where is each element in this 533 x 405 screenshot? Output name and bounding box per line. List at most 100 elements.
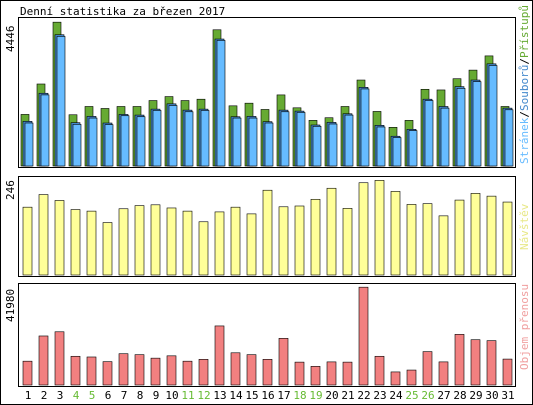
visits-bar — [278, 206, 289, 276]
traffic-bar — [342, 361, 353, 386]
pages-bar — [408, 130, 418, 167]
traffic-bar — [310, 366, 321, 386]
chart-title: Denní statistika za březen 2017 — [20, 5, 225, 18]
traffic-bar — [486, 340, 497, 386]
day-label: 24 — [389, 389, 403, 402]
traffic-ymax-label: 41980 — [4, 289, 17, 322]
traffic-bar — [54, 331, 65, 386]
day-label: 28 — [453, 389, 466, 402]
traffic-bar — [166, 355, 177, 386]
day-label: 31 — [501, 389, 514, 402]
legend-sep-1: / — [518, 111, 531, 118]
pages-bar — [456, 88, 466, 167]
visits-bar — [422, 203, 433, 276]
visits-bar — [198, 221, 209, 276]
traffic-bar — [374, 355, 385, 386]
visits-bar — [310, 198, 321, 276]
pages-bar — [328, 123, 338, 167]
traffic-bar — [390, 371, 401, 386]
day-label: 30 — [485, 389, 498, 402]
day-label: 22 — [357, 389, 370, 402]
pages-bar — [280, 111, 290, 167]
day-label: 29 — [469, 389, 482, 402]
day-label: 18 — [293, 389, 306, 402]
traffic-bar — [230, 352, 241, 386]
visits-bar — [70, 209, 81, 276]
day-label: 23 — [373, 389, 386, 402]
pages-bar — [392, 137, 402, 167]
visits-panel-frame — [18, 176, 516, 277]
day-label: 20 — [325, 389, 338, 402]
visits-bar — [326, 187, 337, 276]
day-label: 26 — [421, 389, 434, 402]
traffic-bar — [502, 358, 513, 386]
visits-bar — [390, 191, 401, 276]
visits-bar — [118, 208, 129, 276]
pages-bar — [120, 115, 130, 167]
traffic-bar — [326, 361, 337, 386]
traffic-bar — [262, 359, 273, 386]
visits-bar — [166, 207, 177, 276]
visits-bar — [38, 194, 49, 276]
pages-bar — [88, 117, 98, 167]
pages-bar — [184, 111, 194, 167]
day-label: 5 — [89, 389, 96, 402]
pages-bar — [72, 124, 82, 167]
visits-bar — [358, 182, 369, 276]
visits-legend: Návštěv — [518, 203, 531, 250]
day-label: 7 — [121, 389, 128, 402]
pages-bar — [360, 88, 370, 167]
visits-bar — [230, 206, 241, 276]
traffic-bar — [454, 334, 465, 386]
visits-bar — [182, 210, 193, 276]
pages-bar — [344, 114, 354, 167]
visits-bar — [86, 210, 97, 276]
pages-bar — [472, 81, 482, 167]
visits-bar — [502, 201, 513, 276]
traffic-legend: Objem přenosu — [518, 284, 531, 370]
traffic-bar — [198, 359, 209, 386]
traffic-bar — [86, 356, 97, 386]
visits-bar — [470, 193, 481, 276]
pages-bar — [56, 36, 66, 167]
pages-bar — [232, 117, 242, 167]
pages-bar — [200, 110, 210, 167]
day-label: 13 — [213, 389, 226, 402]
day-label: 1 — [25, 389, 32, 402]
visits-bar — [486, 195, 497, 276]
traffic-panel-frame — [18, 283, 516, 387]
visits-bar — [214, 211, 225, 276]
traffic-bar — [134, 354, 145, 386]
traffic-bar — [294, 361, 305, 386]
traffic-bar — [102, 361, 113, 386]
day-label: 4 — [73, 389, 80, 402]
traffic-bar — [438, 361, 449, 386]
hits-legend: Stránek/Souborů/Přístupů — [518, 5, 531, 164]
visits-bar — [342, 208, 353, 276]
traffic-bar — [422, 351, 433, 386]
visits-bar — [134, 205, 145, 276]
visits-bar — [454, 199, 465, 276]
traffic-bar — [38, 335, 49, 386]
hits-ymax-label: 4446 — [4, 26, 17, 53]
traffic-bar — [182, 360, 193, 386]
pages-bar — [136, 116, 146, 167]
pages-bar — [488, 65, 498, 167]
pages-bar — [264, 122, 274, 167]
traffic-bar — [246, 354, 257, 386]
visits-ymax-label: 246 — [4, 180, 17, 200]
day-label: 10 — [165, 389, 178, 402]
day-label: 12 — [197, 389, 210, 402]
day-label: 15 — [245, 389, 258, 402]
day-label: 6 — [105, 389, 112, 402]
visits-bar — [294, 205, 305, 276]
hits-panel-frame — [18, 17, 516, 168]
visits-bar — [54, 200, 65, 276]
day-label: 8 — [137, 389, 144, 402]
traffic-bar — [278, 338, 289, 386]
legend-sep-2: / — [518, 58, 531, 65]
traffic-bar — [150, 357, 161, 386]
visits-bar — [150, 204, 161, 276]
